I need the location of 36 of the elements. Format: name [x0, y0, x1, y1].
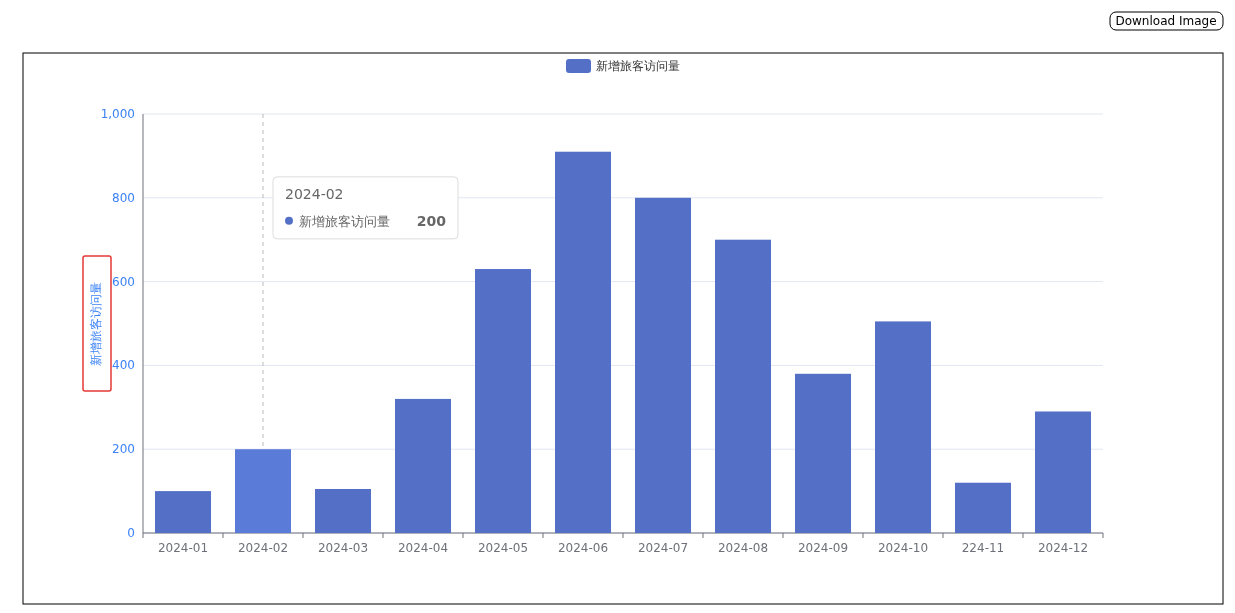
x-tick-label: 2024-01 — [157, 541, 209, 555]
annotation: 200 — [416, 212, 447, 229]
bar — [555, 151, 611, 533]
annotation: 2024-02 — [285, 185, 344, 202]
x-tick-label: 2024-10 — [877, 541, 929, 555]
bar — [1035, 411, 1091, 533]
x-tick-label: 2024-07 — [637, 541, 689, 555]
bar — [795, 373, 851, 533]
bar — [315, 489, 371, 533]
bar — [395, 398, 451, 533]
x-tick-label: 2024-02 — [237, 541, 289, 555]
y-tick-label: 600 — [112, 274, 135, 289]
bar — [875, 321, 931, 533]
x-tick-label: 2024-05 — [477, 541, 529, 555]
x-tick-label: 2024-06 — [557, 541, 609, 555]
y-axis-title: 新增旅客访问量 — [89, 281, 103, 366]
y-tick-label: 800 — [112, 190, 135, 205]
x-tick-label: 2024-09 — [797, 541, 849, 555]
bar — [235, 449, 291, 533]
bar — [635, 197, 691, 533]
y-tick-label: 1,000 — [100, 107, 135, 121]
bar — [955, 482, 1011, 533]
y-tick-label: 400 — [112, 358, 135, 373]
y-tick-label: 200 — [112, 442, 135, 457]
bar — [155, 491, 211, 533]
bar — [475, 269, 531, 533]
annotation: 新增旅客访问量 — [299, 213, 390, 229]
y-tick-label: 0 — [127, 526, 135, 540]
x-tick-label: 2024-03 — [317, 541, 369, 555]
x-tick-label: 2024-12 — [1037, 541, 1089, 555]
x-tick-label: 2024-08 — [717, 541, 769, 555]
x-tick-label: 2024-04 — [397, 541, 449, 555]
text: Download Image — [1115, 14, 1217, 28]
bar — [715, 239, 771, 533]
legend-label: 新增旅客访问量 — [596, 59, 680, 73]
x-tick-label: 224-11 — [961, 541, 1005, 555]
